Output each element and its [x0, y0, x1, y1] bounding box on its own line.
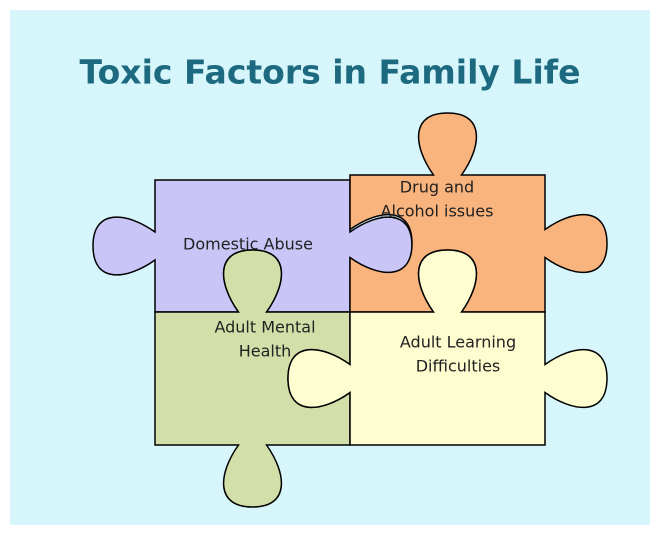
title: Toxic Factors in Family Life	[80, 53, 581, 92]
piece-label: Alcohol issues	[381, 202, 494, 221]
piece-label: Health	[239, 342, 292, 361]
piece-label: Adult Learning	[400, 333, 516, 352]
slide: Toxic Factors in Family Life Domestic Ab…	[0, 0, 659, 534]
piece-label: Adult Mental	[214, 318, 315, 337]
piece-label: Drug and	[400, 178, 474, 197]
piece-label: Domestic Abuse	[183, 235, 313, 254]
piece-label: Difficulties	[416, 357, 501, 376]
